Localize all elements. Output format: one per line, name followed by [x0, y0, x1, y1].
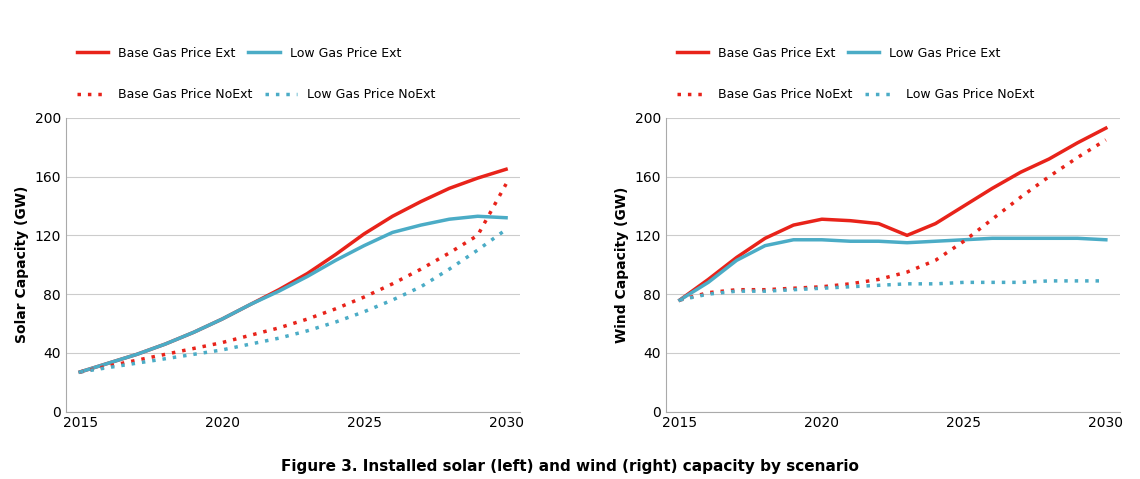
Text: Figure 3. Installed solar (left) and wind (right) capacity by scenario: Figure 3. Installed solar (left) and win… — [282, 459, 858, 474]
Legend: Base Gas Price NoExt, Low Gas Price NoExt: Base Gas Price NoExt, Low Gas Price NoEx… — [72, 83, 440, 106]
Legend: Base Gas Price NoExt, Low Gas Price NoExt: Base Gas Price NoExt, Low Gas Price NoEx… — [671, 83, 1040, 106]
Y-axis label: Solar Capacity (GW): Solar Capacity (GW) — [15, 186, 28, 343]
Y-axis label: Wind Capacity (GW): Wind Capacity (GW) — [614, 186, 629, 343]
